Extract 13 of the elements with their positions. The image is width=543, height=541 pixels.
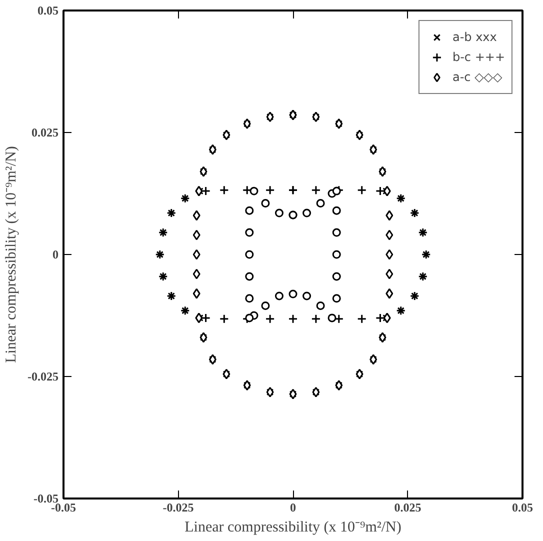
- legend-label: b-c +++: [452, 50, 505, 64]
- x-tick-label: -0.025: [162, 500, 194, 514]
- y-axis-title: Linear compressibility (x 10⁻⁹m²/N): [4, 146, 20, 363]
- y-tick-label: 0: [52, 248, 58, 262]
- legend-label: a-c ◇◇◇: [452, 70, 502, 84]
- x-tick-label: 0: [290, 500, 296, 514]
- legend-label: a-b xxx: [452, 30, 497, 44]
- y-tick-label: 0.025: [32, 126, 58, 140]
- x-tick-label: 0.025: [394, 500, 422, 514]
- x-tick-label: 0.05: [512, 500, 533, 514]
- y-tick-label: 0.05: [38, 4, 58, 18]
- x-axis-title: Linear compressibility (x 10⁻⁹m²/N): [184, 520, 402, 536]
- y-tick-label: -0.025: [28, 370, 59, 384]
